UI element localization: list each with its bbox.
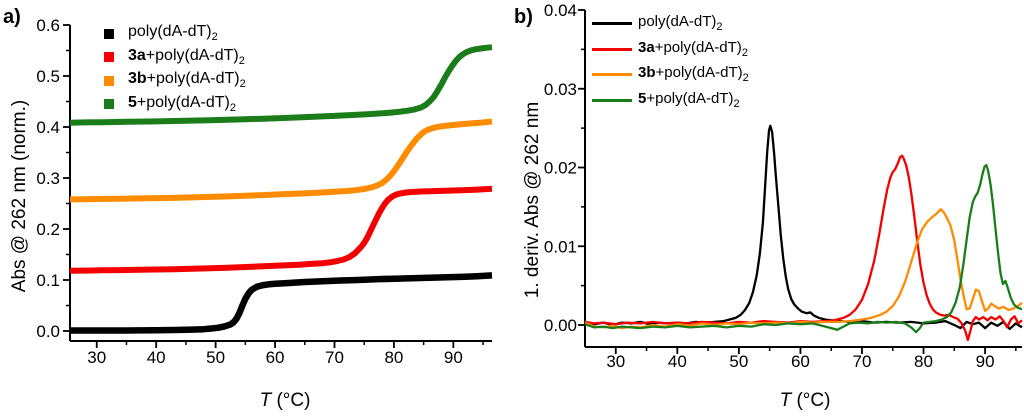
panel-a-legend-item-2: 3b+poly(dA-dT)2	[104, 69, 246, 93]
panel-b-legend-item-3: 5+poly(dA-dT)2	[592, 88, 749, 114]
panel-a-x-tick-label: 50	[206, 348, 225, 367]
panel-b-legend-label: 3a+poly(dA-dT)2	[638, 38, 748, 59]
panel-a-y-tick-label: 0.2	[36, 220, 60, 239]
panel-b-legend-line-swatch	[592, 73, 632, 77]
panel-a-x-tick-label: 40	[147, 348, 166, 367]
panel-b-legend: poly(dA-dT)2 3a+poly(dA-dT)2 3b+poly(dA-dT…	[592, 11, 749, 113]
panel-b-label: b)	[514, 6, 533, 28]
panel-b-x-axis-title-symbol: T	[779, 390, 792, 411]
panel-b-y-axis-title: 1. deriv. Abs @ 262 nm	[522, 101, 543, 299]
panel-a-series-3b-poly-da-dt-2	[69, 118, 493, 203]
panel-a-legend-square-swatch	[104, 99, 114, 110]
panel-a-x-tick-label: 90	[444, 348, 463, 367]
panel-a-legend-label: 3a+poly(dA-dT)2	[128, 46, 245, 67]
panel-a-legend-item-0: poly(dA-dT)2	[104, 22, 246, 46]
panel-a-legend-item-3: 5+poly(dA-dT)2	[104, 93, 246, 117]
panel-a-x-tick-label: 70	[325, 348, 344, 367]
panel-b-x-tick-label: 40	[668, 352, 687, 371]
panel-a-y-tick-label: 0.6	[36, 16, 60, 35]
panel-a-series-5-poly-da-dt-2	[69, 44, 493, 126]
panel-b-legend-line-swatch	[592, 22, 632, 26]
panel-a-label: a)	[3, 6, 21, 28]
panel-a-y-tick-label: 0.1	[36, 271, 60, 290]
panel-a-y-tick-label: 0.0	[36, 322, 60, 341]
panel-b-legend-label: poly(dA-dT)2	[638, 13, 723, 34]
panel-b-x-axis-title-unit: (°C)	[791, 390, 831, 411]
panel-a-legend-item-1: 3a+poly(dA-dT)2	[104, 46, 246, 70]
panel-b-legend-item-1: 3a+poly(dA-dT)2	[592, 37, 749, 63]
panel-a-series-3a-poly-da-dt-2	[69, 185, 493, 274]
panel-b-y-tick-label: 0.01	[544, 237, 577, 256]
panel-b-legend-item-2: 3b+poly(dA-dT)2	[592, 62, 749, 88]
panel-a-y-tick-label: 0.5	[36, 67, 60, 86]
panel-b-y-tick-label: 0.04	[544, 1, 577, 20]
panel-b-y-tick-label: 0.00	[544, 316, 577, 335]
panel-a-legend-square-swatch	[104, 52, 114, 63]
panel-b-series-3b-poly-da-dt-2	[584, 208, 1023, 330]
panel-a-y-axis-title: Abs @ 262 nm (norm.)	[9, 99, 30, 293]
panel-a-x-axis-title-symbol: T	[259, 390, 272, 411]
panel-a-y-tick-label: 0.4	[36, 118, 60, 137]
panel-a-legend-label: 5+poly(dA-dT)2	[128, 93, 236, 114]
panel-b-legend-label: 3b+poly(dA-dT)2	[638, 64, 749, 85]
panel-a-x-tick-label: 80	[384, 348, 403, 367]
panel-a-legend-label: poly(dA-dT)2	[128, 23, 218, 44]
panel-a-legend-square-swatch	[104, 28, 114, 39]
panel-b-y-tick-label: 0.03	[544, 80, 577, 99]
panel-b-x-tick-label: 30	[606, 352, 625, 371]
panel-b-x-tick-label: 90	[976, 352, 995, 371]
panel-b-legend-line-swatch	[592, 98, 632, 102]
panel-b-x-tick-label: 70	[853, 352, 872, 371]
panel-a-x-axis-title-unit: (°C)	[271, 390, 311, 411]
panel-a-legend-square-swatch	[104, 75, 114, 86]
panel-b-x-tick-label: 80	[914, 352, 933, 371]
panel-b-legend-label: 5+poly(dA-dT)2	[638, 89, 740, 110]
panel-b-series-5-poly-da-dt-2	[584, 163, 1023, 334]
panel-a-x-axis-title: T (°C)	[260, 390, 311, 412]
panel-b-legend-line-swatch	[592, 47, 632, 51]
panel-b-x-tick-label: 50	[729, 352, 748, 371]
panel-b-x-tick-label: 60	[791, 352, 810, 371]
panel-a-y-tick-label: 0.3	[36, 169, 60, 188]
panel-a-legend: poly(dA-dT)2 3a+poly(dA-dT)2 3b+poly(dA-dT…	[104, 22, 246, 116]
panel-b-legend-item-0: poly(dA-dT)2	[592, 11, 749, 37]
panel-b-y-tick-label: 0.02	[544, 159, 577, 178]
panel-a-x-tick-label: 60	[266, 348, 285, 367]
panel-b-x-axis-title: T (°C)	[780, 390, 831, 412]
panel-a-x-tick-label: 30	[87, 348, 106, 367]
panel-a-legend-label: 3b+poly(dA-dT)2	[128, 70, 246, 91]
panel-a-series-poly-da-dt-2	[70, 272, 493, 334]
